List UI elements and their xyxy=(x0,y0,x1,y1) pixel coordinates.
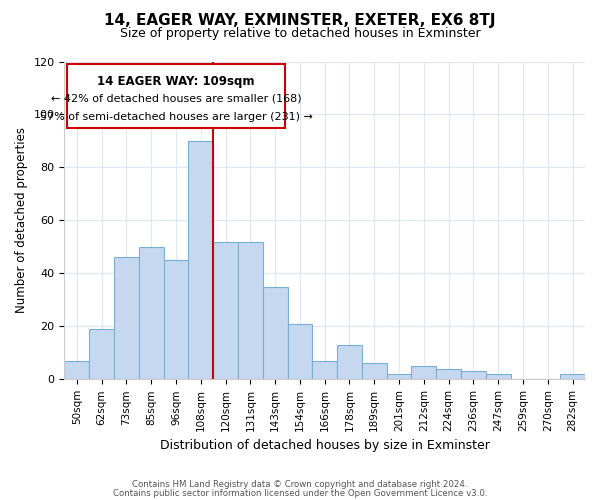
X-axis label: Distribution of detached houses by size in Exminster: Distribution of detached houses by size … xyxy=(160,440,490,452)
Bar xyxy=(188,141,213,380)
Bar xyxy=(362,364,386,380)
Bar xyxy=(386,374,412,380)
Bar xyxy=(337,345,362,380)
Bar xyxy=(287,324,313,380)
Bar xyxy=(164,260,188,380)
Bar xyxy=(461,372,486,380)
Bar xyxy=(238,242,263,380)
Text: ← 42% of detached houses are smaller (168): ← 42% of detached houses are smaller (16… xyxy=(50,94,301,104)
Bar xyxy=(114,258,139,380)
Text: Contains public sector information licensed under the Open Government Licence v3: Contains public sector information licen… xyxy=(113,489,487,498)
Text: 57% of semi-detached houses are larger (231) →: 57% of semi-detached houses are larger (… xyxy=(40,112,313,122)
Bar xyxy=(64,361,89,380)
Text: 14, EAGER WAY, EXMINSTER, EXETER, EX6 8TJ: 14, EAGER WAY, EXMINSTER, EXETER, EX6 8T… xyxy=(104,12,496,28)
Bar xyxy=(89,329,114,380)
Bar xyxy=(263,286,287,380)
Bar xyxy=(313,361,337,380)
Text: Size of property relative to detached houses in Exminster: Size of property relative to detached ho… xyxy=(119,28,481,40)
FancyBboxPatch shape xyxy=(67,64,285,128)
Y-axis label: Number of detached properties: Number of detached properties xyxy=(15,128,28,314)
Text: 14 EAGER WAY: 109sqm: 14 EAGER WAY: 109sqm xyxy=(97,74,255,88)
Bar xyxy=(560,374,585,380)
Text: Contains HM Land Registry data © Crown copyright and database right 2024.: Contains HM Land Registry data © Crown c… xyxy=(132,480,468,489)
Bar xyxy=(486,374,511,380)
Bar xyxy=(412,366,436,380)
Bar xyxy=(213,242,238,380)
Bar xyxy=(436,368,461,380)
Bar xyxy=(139,247,164,380)
